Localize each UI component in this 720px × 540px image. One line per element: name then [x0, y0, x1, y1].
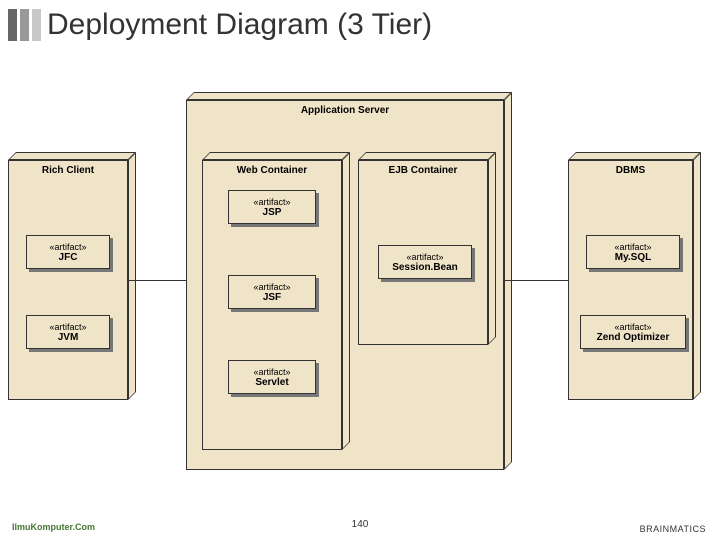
node-label: Web Container — [203, 165, 341, 176]
artifact-stereo: «artifact» — [49, 322, 86, 332]
page-number: 140 — [352, 519, 369, 530]
artifact-zend: «artifact»Zend Optimizer — [580, 315, 686, 349]
artifact-jvm: «artifact»JVM — [26, 315, 110, 349]
artifact-jfc: «artifact»JFC — [26, 235, 110, 269]
artifact-label: JVM — [58, 332, 79, 343]
artifact-jsp: «artifact»JSP — [228, 190, 316, 224]
decor-bar-2 — [20, 9, 29, 41]
deployment-diagram: Application Server Rich Client Web Contain… — [8, 80, 712, 480]
artifact-stereo: «artifact» — [253, 197, 290, 207]
artifact-label: Servlet — [255, 377, 288, 388]
artifact-label: JSF — [263, 292, 281, 303]
artifact-mysql: «artifact»My.SQL — [586, 235, 680, 269]
artifact-sessionbean: «artifact»Session.Bean — [378, 245, 472, 279]
node-label: EJB Container — [359, 165, 487, 176]
artifact-stereo: «artifact» — [614, 242, 651, 252]
decor-bar-1 — [8, 9, 17, 41]
node-label: DBMS — [569, 165, 692, 176]
artifact-label: Session.Bean — [392, 262, 458, 273]
node-label: Application Server — [187, 105, 503, 116]
artifact-servlet: «artifact»Servlet — [228, 360, 316, 394]
title-bar: Deployment Diagram (3 Tier) — [8, 8, 432, 42]
artifact-label: JSP — [263, 207, 282, 218]
node-label: Rich Client — [9, 165, 127, 176]
footer-right: BRAINMATICS — [640, 524, 706, 534]
node-rich_client: Rich Client — [8, 160, 128, 400]
connection-1 — [504, 280, 568, 281]
artifact-stereo: «artifact» — [253, 282, 290, 292]
artifact-label: Zend Optimizer — [597, 332, 670, 343]
node-dbms: DBMS — [568, 160, 693, 400]
decor-bars — [8, 9, 41, 41]
footer-left: IlmuKomputer.Com — [12, 522, 95, 532]
artifact-stereo: «artifact» — [49, 242, 86, 252]
decor-bar-3 — [32, 9, 41, 41]
connection-0 — [128, 280, 186, 281]
artifact-label: My.SQL — [615, 252, 651, 263]
artifact-label: JFC — [59, 252, 78, 263]
artifact-stereo: «artifact» — [406, 252, 443, 262]
artifact-stereo: «artifact» — [614, 322, 651, 332]
artifact-stereo: «artifact» — [253, 367, 290, 377]
page-title: Deployment Diagram (3 Tier) — [47, 8, 432, 42]
artifact-jsf: «artifact»JSF — [228, 275, 316, 309]
